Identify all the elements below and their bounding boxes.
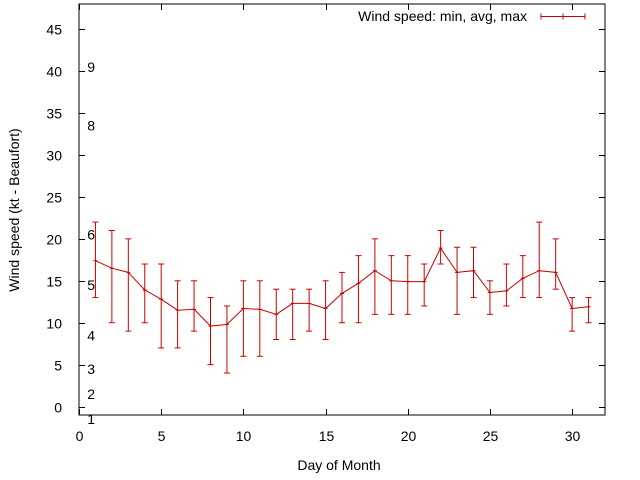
data-point: [355, 255, 362, 324]
data-point: [519, 255, 526, 299]
data-point: [552, 238, 559, 290]
x-tick-label: 20: [401, 428, 417, 444]
y-tick-label: 20: [46, 232, 62, 248]
y-tick-label: 0: [54, 400, 62, 416]
x-tick-label: 10: [236, 428, 252, 444]
data-point: [174, 280, 181, 349]
data-point: [371, 238, 378, 315]
plot-frame: [78, 3, 606, 416]
x-tick-label: 25: [483, 428, 499, 444]
x-tick-label: 0: [76, 428, 84, 444]
x-axis-title: Day of Month: [297, 457, 380, 473]
y-tick-label: 10: [46, 316, 62, 332]
data-point: [421, 263, 428, 307]
data-point: [503, 263, 510, 307]
x-tick-label: 30: [565, 428, 581, 444]
y-tick-label: 5: [54, 358, 62, 374]
data-point: [404, 255, 411, 315]
beaufort-label: 2: [87, 386, 95, 402]
data-point: [158, 263, 165, 349]
data-point: [256, 280, 263, 357]
y-tick-label: 30: [46, 148, 62, 164]
y-tick-label: 25: [46, 190, 62, 206]
data-point: [470, 246, 477, 299]
data-point: [92, 221, 99, 299]
data-point: [108, 229, 115, 324]
data-point: [536, 221, 543, 299]
y-axis-title: Wind speed (kt - Beaufort): [6, 128, 22, 291]
data-point: [339, 271, 345, 324]
data-point: [273, 288, 280, 341]
beaufort-label: 9: [87, 59, 95, 75]
data-point: [454, 246, 461, 315]
data-point: [437, 229, 444, 265]
y-tick-label: 35: [46, 106, 62, 122]
data-point: [289, 288, 296, 341]
data-point: [240, 280, 247, 357]
beaufort-label: 3: [87, 361, 95, 377]
beaufort-label: 5: [87, 277, 95, 293]
data-point: [191, 280, 198, 332]
x-tick-label: 5: [158, 428, 166, 444]
data-point: [125, 238, 132, 332]
x-tick-label: 15: [319, 428, 335, 444]
beaufort-label: 1: [87, 411, 95, 427]
y-tick-label: 15: [46, 274, 62, 290]
legend: Wind speed: min, avg, max: [358, 8, 586, 24]
data-point: [322, 280, 329, 341]
beaufort-label: 6: [87, 227, 95, 243]
beaufort-label: 4: [87, 327, 95, 343]
data-point: [306, 288, 313, 332]
data-point: [388, 255, 395, 315]
beaufort-label: 8: [87, 118, 95, 134]
y-tick-label: 40: [46, 64, 62, 80]
data-point: [486, 280, 493, 315]
data-point: [141, 263, 148, 324]
data-point: [223, 305, 230, 374]
data-point: [569, 297, 576, 332]
data-point: [207, 297, 214, 366]
data-point: [585, 297, 592, 324]
legend-label: Wind speed: min, avg, max: [358, 8, 527, 24]
y-tick-label: 45: [46, 22, 62, 38]
